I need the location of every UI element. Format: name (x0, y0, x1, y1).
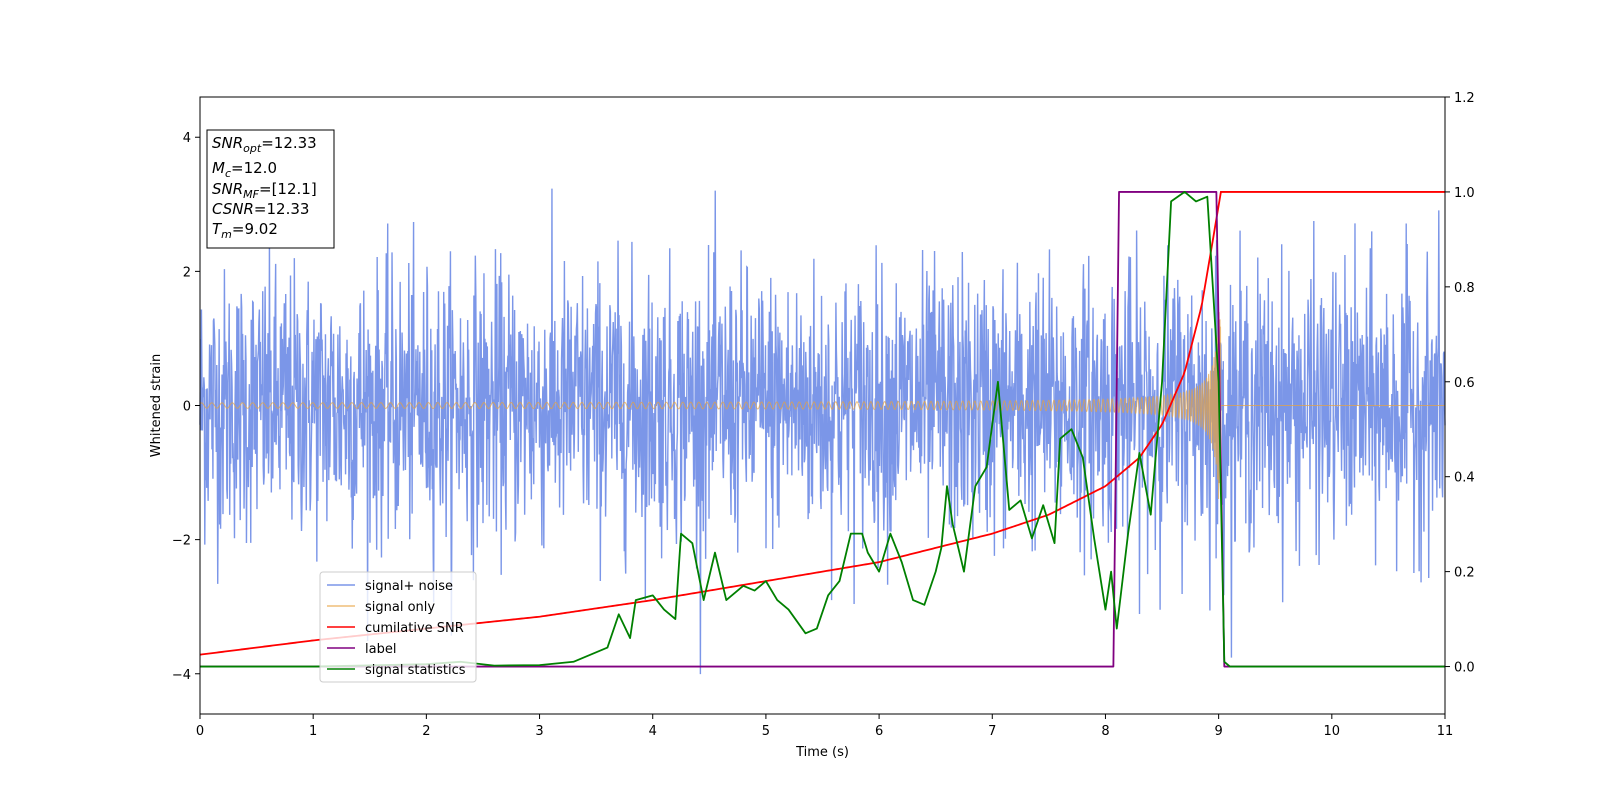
info-tm: Tm=9.02 (212, 220, 278, 241)
info-snr-opt: SNRopt=12.33 (212, 134, 317, 155)
x-tick-label: 4 (649, 724, 657, 739)
y-left-tick-label: 0 (183, 400, 191, 415)
y-right-tick-label: 0.8 (1454, 281, 1475, 296)
legend-frame (319, 571, 477, 683)
x-tick-label: 8 (1101, 724, 1109, 739)
legend-label-signal-noise: signal+ noise (365, 579, 453, 594)
x-tick-label: 7 (988, 724, 996, 739)
info-snr-mf: SNRMF=[12.1] (212, 180, 317, 201)
x-tick-label: 9 (1214, 724, 1222, 739)
y-axis-title: Whitened strain (149, 354, 164, 457)
x-tick-label: 11 (1437, 724, 1454, 739)
legend: signal+ noise signal only cumilative SNR… (319, 571, 477, 683)
x-axis: 0 1 2 3 4 5 6 7 8 9 10 11 (196, 714, 1453, 739)
x-tick-label: 6 (875, 724, 883, 739)
y-right-tick-label: 0.0 (1454, 661, 1475, 676)
x-tick-label: 2 (422, 724, 430, 739)
y-left-tick-label: −2 (172, 534, 191, 549)
y-right-tick-label: 0.4 (1454, 471, 1475, 486)
y-left-tick-label: −4 (172, 668, 191, 683)
series-signal-statistics (200, 191, 1445, 668)
x-axis-title: Time (s) (795, 745, 849, 760)
info-csnr: CSNR=12.33 (212, 200, 309, 218)
legend-label-signal-statistics: signal statistics (365, 663, 466, 678)
x-tick-label: 3 (535, 724, 543, 739)
x-tick-label: 1 (309, 724, 317, 739)
y-right-tick-label: 0.6 (1454, 376, 1475, 391)
y-right-tick-label: 1.2 (1454, 91, 1475, 106)
y-right-tick-label: 1.0 (1454, 186, 1475, 201)
info-box-frame (206, 129, 335, 249)
y-axis-right: 0.0 0.2 0.4 0.6 0.8 1.0 1.2 (1445, 91, 1475, 676)
x-tick-label: 5 (762, 724, 770, 739)
legend-label-cumulative-snr: cumilative SNR (365, 621, 464, 636)
y-right-tick-label: 0.2 (1454, 566, 1475, 581)
y-left-tick-label: 2 (183, 265, 191, 280)
series-signal-noise (199, 188, 1446, 675)
x-tick-label: 10 (1324, 724, 1341, 739)
y-left-tick-label: 4 (183, 131, 191, 146)
legend-label-label: label (365, 642, 396, 657)
info-mc: Mc=12.0 (212, 159, 277, 180)
x-tick-label: 0 (196, 724, 204, 739)
series-signal-only (199, 312, 1445, 499)
info-box: SNRopt=12.33 Mc=12.0 SNRMF=[12.1] CSNR=1… (206, 129, 335, 249)
legend-label-signal-only: signal only (365, 600, 435, 615)
y-axis-left: −4 −2 0 2 4 (172, 131, 200, 683)
